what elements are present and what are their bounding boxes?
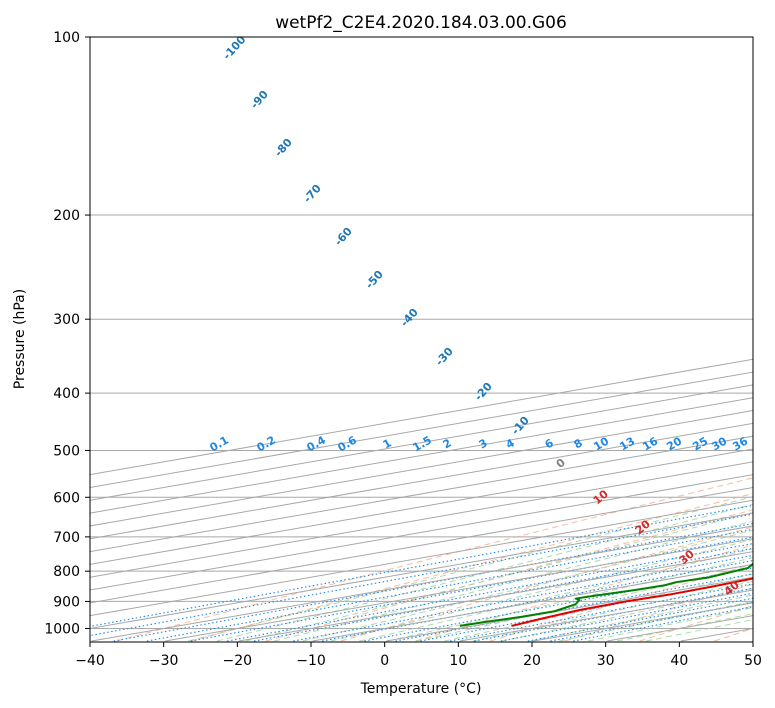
isotherm-label: -60 — [332, 225, 355, 249]
isotherm-label: -10 — [509, 414, 532, 438]
isotherm-line — [90, 384, 753, 501]
y-tick-label: 600 — [53, 490, 80, 506]
y-tick-label: 200 — [53, 208, 80, 224]
y-axis-label: Pressure (hPa) — [12, 289, 28, 389]
dry-adiabat-line — [266, 509, 753, 642]
isotherm-line — [607, 615, 753, 642]
y-tick-label: 500 — [53, 443, 80, 459]
dry-adiabat-line — [639, 605, 753, 642]
mixing-ratio-line — [90, 513, 753, 637]
isotherm-line — [90, 358, 753, 476]
isotherm-line — [90, 448, 753, 565]
isotherm-line — [165, 538, 753, 642]
isotherm-line — [755, 37, 775, 641]
isotherm-line — [680, 627, 753, 642]
x-tick-label: −20 — [223, 653, 253, 669]
isotherm-line — [90, 486, 753, 604]
mixing-ratio-label: 0.2 — [255, 433, 278, 454]
temperature-profile-line — [511, 577, 753, 627]
mixing-ratio-label: 1.5 — [411, 433, 434, 454]
moist-adiabat-line — [530, 594, 753, 642]
x-tick-label: 40 — [670, 653, 688, 669]
x-tick-label: 30 — [597, 653, 615, 669]
isotherm-line — [90, 499, 753, 617]
mixing-ratio-label: 0.1 — [208, 433, 231, 454]
mixing-ratio-line — [573, 606, 753, 642]
y-tick-label: 900 — [53, 594, 80, 610]
y-tick-label: 1000 — [44, 622, 80, 638]
mixing-ratio-line — [190, 536, 753, 642]
isotherm-line — [90, 512, 753, 630]
mixing-ratio-label: 0.6 — [336, 433, 360, 454]
mixing-ratio-line — [146, 528, 753, 642]
axes: −40 −30 −20 −10 0 10 20 30 40 5010020030040050060… — [44, 30, 762, 669]
dry-adiabat-line — [191, 493, 753, 642]
dry-adiabat-line — [116, 477, 753, 642]
isotherm-label: -70 — [301, 182, 324, 206]
isotherm-line — [90, 422, 753, 540]
x-tick-label: 10 — [449, 653, 467, 669]
isotherm-label: -40 — [398, 306, 421, 330]
y-tick-label: 300 — [53, 312, 80, 328]
x-axis-label: Temperature (°C) — [360, 681, 482, 697]
moist-adiabat-line — [501, 587, 753, 642]
moist-adiabat-line — [330, 538, 753, 642]
mixing-ratio-line — [322, 559, 753, 642]
mixing-ratio-line — [253, 547, 753, 642]
isotherm-label: -20 — [472, 380, 495, 404]
isotherm-label: -50 — [363, 268, 386, 292]
moist-adiabat-line — [359, 548, 753, 642]
y-tick-label: 400 — [53, 386, 80, 402]
mixing-ratio-line — [420, 577, 753, 642]
isotherm-label: -30 — [433, 345, 456, 369]
dry-adiabat-line — [340, 526, 753, 642]
plot-frame — [89, 36, 754, 643]
x-tick-label: −30 — [149, 653, 179, 669]
x-tick-label: 0 — [380, 653, 389, 669]
isotherm-label: -90 — [248, 88, 271, 112]
chart-title: wetPf2_C2E4.2020.184.03.00.G06 — [275, 13, 567, 33]
moist-adiabat-line — [415, 565, 753, 642]
plot-area: -100-90-80-70-60-50-40-30-20-100.1 0.2 0.4… — [90, 37, 775, 642]
isotherm-line — [459, 589, 753, 642]
mixing-ratio-label: 4 — [504, 436, 517, 451]
isotherm-line — [312, 563, 753, 642]
isotherm-line — [90, 461, 753, 578]
dewpoint-profile-line — [459, 562, 753, 627]
isotherm-line — [90, 410, 753, 527]
moist-adiabat-line — [216, 503, 753, 642]
mixing-ratio-label: 8 — [572, 436, 585, 451]
y-tick-label: 100 — [53, 30, 80, 46]
moist-adiabat-line — [188, 496, 753, 642]
mixing-ratio-label: 6 — [543, 436, 556, 451]
isotherm-line — [91, 525, 753, 642]
isotherm-line — [90, 474, 753, 591]
dry-adiabat-line — [490, 563, 753, 642]
isotherm-line — [90, 397, 753, 514]
dry-adiabat-line — [415, 544, 753, 642]
isotherm-line — [90, 371, 753, 488]
isotherm-line — [386, 576, 753, 642]
adiabat-label: 10 — [591, 487, 611, 507]
y-tick-label: 800 — [53, 564, 80, 580]
mixing-ratio-line — [227, 543, 753, 642]
moist-adiabat-line — [245, 512, 753, 642]
mixing-ratio-label: 2 — [441, 436, 454, 451]
x-tick-label: −40 — [75, 653, 105, 669]
isotherm-label: -80 — [272, 136, 295, 160]
isotherm-line — [90, 435, 753, 553]
mixing-ratio-line — [550, 601, 753, 642]
x-tick-label: −10 — [296, 653, 326, 669]
x-tick-label: 20 — [523, 653, 541, 669]
y-tick-label: 700 — [53, 530, 80, 546]
x-tick-label: 50 — [744, 653, 762, 669]
moist-adiabat-line — [559, 600, 753, 642]
